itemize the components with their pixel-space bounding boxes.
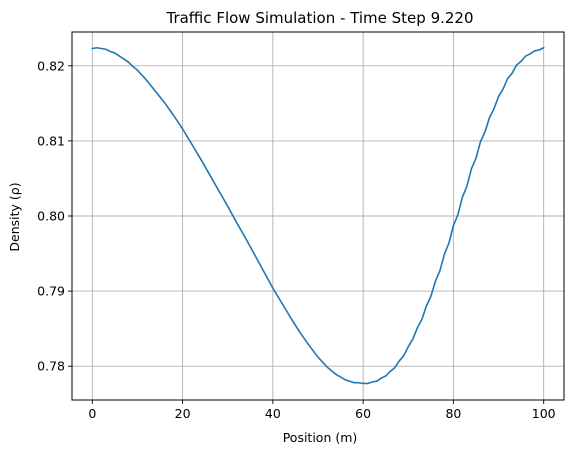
grid bbox=[72, 32, 564, 400]
y-tick-label: 0.82 bbox=[37, 58, 65, 73]
y-tick-label: 0.79 bbox=[37, 284, 65, 299]
x-axis-ticks: 0 20 40 60 80 100 bbox=[88, 400, 556, 421]
x-tick-label: 20 bbox=[175, 406, 191, 421]
y-axis-ticks: 0.78 0.79 0.80 0.81 0.82 bbox=[37, 58, 72, 374]
x-tick-label: 60 bbox=[355, 406, 371, 421]
x-tick-label: 0 bbox=[88, 406, 96, 421]
density-series-line bbox=[91, 46, 545, 385]
plot-series bbox=[91, 46, 545, 385]
y-tick-label: 0.81 bbox=[37, 133, 65, 148]
x-tick-label: 80 bbox=[445, 406, 461, 421]
x-tick-label: 100 bbox=[532, 406, 556, 421]
y-axis-label: Density (ρ) bbox=[7, 182, 22, 251]
x-tick-label: 40 bbox=[265, 406, 281, 421]
chart-title: Traffic Flow Simulation - Time Step 9.22… bbox=[165, 9, 473, 27]
x-axis-label: Position (m) bbox=[283, 430, 358, 445]
y-tick-label: 0.80 bbox=[37, 209, 65, 224]
y-tick-label: 0.78 bbox=[37, 359, 65, 374]
